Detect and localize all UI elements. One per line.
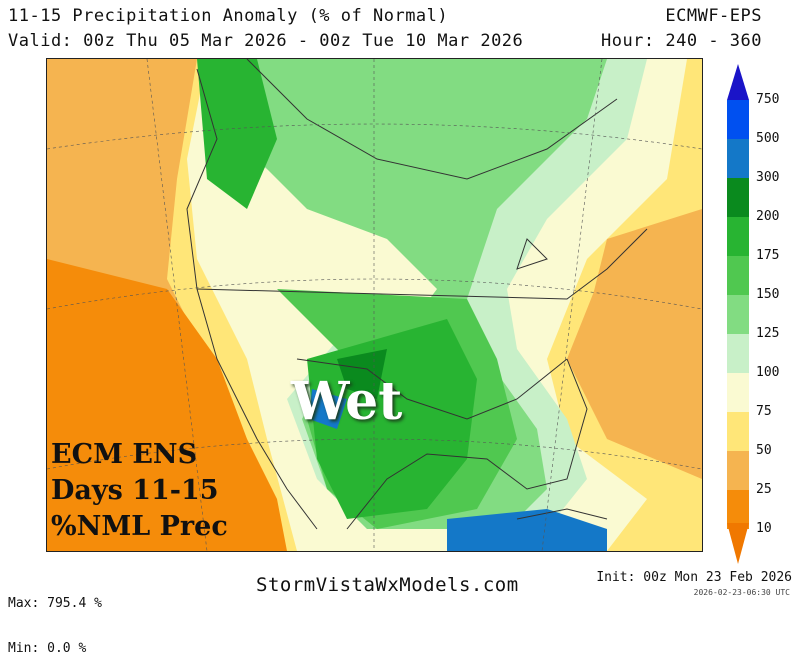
- wet-region-texas: [309, 389, 347, 429]
- model-name: ECMWF-EPS: [665, 6, 762, 26]
- max-value: Max: 795.4 %: [8, 596, 102, 611]
- legend-box: [727, 295, 749, 334]
- ensemble-label-line3: %NML Prec: [51, 511, 228, 542]
- legend-level-label: 200: [756, 209, 780, 224]
- legend-box: [727, 373, 749, 412]
- legend-level-label: 300: [756, 170, 780, 185]
- anomaly-map: Wet ECM ENS Days 11-15 %NML Prec: [46, 58, 703, 552]
- legend-box: [727, 451, 749, 490]
- map-canvas: [47, 59, 702, 551]
- valid-period: Valid: 00z Thu 05 Mar 2026 - 00z Tue 10 …: [8, 31, 524, 51]
- legend-level-label: 750: [756, 92, 780, 107]
- forecast-hours: Hour: 240 - 360: [600, 31, 762, 51]
- wet-annotation: Wet: [291, 371, 403, 432]
- legend-box: [727, 139, 749, 178]
- legend-level-label: 100: [756, 365, 780, 380]
- site-credit: StormVistaWxModels.com: [256, 574, 519, 596]
- legend-box: [727, 256, 749, 295]
- wet-region-northwest: [197, 59, 277, 209]
- ensemble-label-line1: ECM ENS: [51, 439, 198, 470]
- legend-top-arrow: [727, 64, 749, 100]
- legend-box: [727, 100, 749, 139]
- legend-level-label: 175: [756, 248, 780, 263]
- chart-title: 11-15 Precipitation Anomaly (% of Normal…: [8, 6, 449, 26]
- legend-box: [727, 178, 749, 217]
- init-time: Init: 00z Mon 23 Feb 2026: [596, 570, 792, 585]
- legend-level-label: 10: [756, 521, 772, 536]
- graticule: [47, 59, 702, 551]
- legend-boxes: [727, 100, 749, 529]
- color-legend: [727, 64, 749, 564]
- legend-bottom-arrow: [727, 523, 749, 564]
- ensemble-label: ECM ENS Days 11-15 %NML Prec: [51, 437, 228, 545]
- legend-level-label: 75: [756, 404, 772, 419]
- legend-box: [727, 334, 749, 373]
- legend-level-label: 50: [756, 443, 772, 458]
- legend-level-label: 500: [756, 131, 780, 146]
- dry-region-atlantic: [587, 209, 702, 419]
- min-value: Min: 0.0 %: [8, 641, 87, 656]
- map-borders: [186, 59, 648, 530]
- legend-box: [727, 412, 749, 451]
- max-min-stats: Max: 795.4 % Min: 0.0 %: [8, 566, 102, 671]
- legend-level-label: 25: [756, 482, 772, 497]
- legend-box: [727, 217, 749, 256]
- dry-region-southwest: [47, 259, 287, 551]
- legend-level-label: 150: [756, 287, 780, 302]
- legend-box: [727, 490, 749, 529]
- wet-region-300: [337, 349, 387, 399]
- ensemble-label-line2: Days 11-15: [51, 475, 219, 506]
- wet-region-caribbean: [447, 509, 607, 551]
- legend-level-label: 125: [756, 326, 780, 341]
- timestamp: 2026-02-23-06:30 UTC: [693, 588, 790, 597]
